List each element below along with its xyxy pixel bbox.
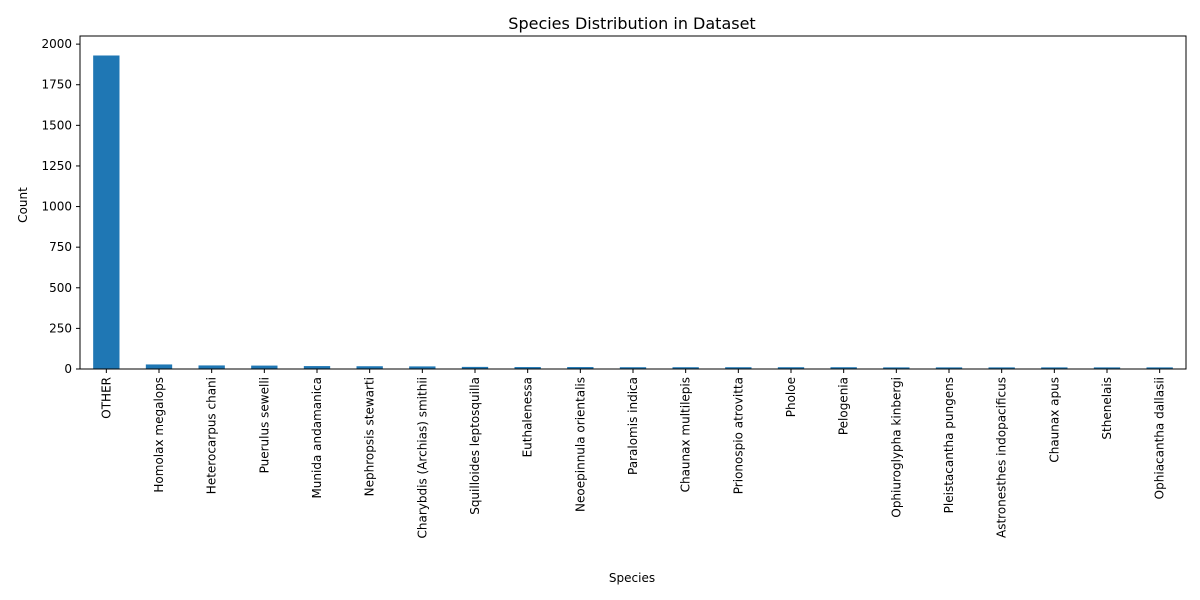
bar	[883, 367, 910, 369]
bar	[1093, 367, 1121, 369]
x-tick-label: OTHER	[99, 377, 113, 419]
y-tick-label: 1000	[41, 200, 72, 214]
y-tick-label: 1500	[41, 118, 72, 132]
bar	[725, 367, 752, 369]
x-tick-label: Pelogenia	[837, 377, 851, 435]
bar	[1041, 367, 1068, 369]
bar	[303, 366, 331, 369]
x-tick-label: Squilloides leptosquilla	[468, 377, 482, 515]
bar	[198, 365, 225, 369]
x-tick-label: Sthenelais	[1100, 377, 1114, 440]
bar	[356, 366, 383, 369]
x-tick-label: Astronesthes indopacificus	[995, 377, 1009, 538]
bar	[251, 365, 278, 369]
y-tick-label: 1250	[41, 159, 72, 173]
bar	[409, 366, 436, 369]
x-tick-label: Ophiacantha dallasii	[1153, 377, 1167, 499]
y-tick-label: 0	[64, 362, 72, 376]
bar	[461, 366, 489, 369]
bar	[777, 367, 805, 369]
x-tick-label: Neoepinnula orientalis	[573, 377, 587, 512]
bar	[988, 367, 1015, 369]
x-tick-label: Puerulus sewelli	[257, 377, 271, 473]
x-tick-label: Ophiuroglypha kinbergi	[889, 377, 903, 518]
x-tick-label: Pleistacantha pungens	[942, 377, 956, 513]
y-tick-label: 500	[49, 281, 72, 295]
y-tick-label: 750	[49, 240, 72, 254]
bar	[145, 364, 173, 369]
bar	[93, 55, 120, 370]
y-axis-title: Count	[16, 187, 30, 223]
bar	[567, 367, 594, 369]
x-tick-label: Chaunax apus	[1047, 377, 1061, 463]
x-tick-label: Charybdis (Archias) smithii	[415, 377, 429, 538]
x-tick-label: Chaunax multilepis	[679, 377, 693, 492]
bar	[1146, 367, 1173, 369]
x-tick-label: Pholoe	[784, 377, 798, 417]
bar	[619, 367, 647, 369]
x-tick-label: Nephropsis stewarti	[363, 377, 377, 496]
x-tick-label: Munida andamanica	[310, 377, 324, 499]
y-tick-label: 2000	[41, 37, 72, 51]
x-tick-label: Prionospio atrovitta	[731, 377, 745, 494]
x-tick-label: Euthalenessa	[521, 377, 535, 457]
x-tick-label: Homolax megalops	[152, 377, 166, 493]
y-tick-label: 250	[49, 321, 72, 335]
plot-area: 0 250 500 750 1000 1250 1500 1750 2000 OTHER Homol…	[41, 35, 1187, 538]
x-tick-label: Paralomis indica	[626, 377, 640, 475]
bar	[514, 367, 541, 369]
bar	[672, 367, 699, 369]
plot-frame	[79, 35, 1187, 370]
x-tick-label: Heterocarpus chani	[205, 377, 219, 494]
x-axis-title: Species	[609, 571, 655, 585]
bar	[935, 367, 963, 369]
y-tick-label: 1750	[41, 78, 72, 92]
bar	[830, 367, 857, 369]
chart-title: Species Distribution in Dataset	[508, 14, 755, 33]
